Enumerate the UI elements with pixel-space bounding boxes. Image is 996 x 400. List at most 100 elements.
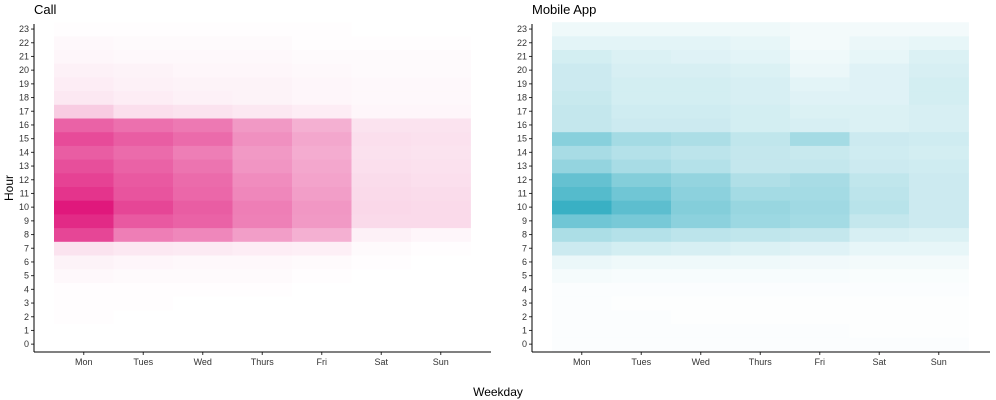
mobile-app-cell-fri-hour-15 bbox=[790, 131, 850, 146]
mobile-app-y-tick-label-14: 14 bbox=[517, 147, 527, 157]
mobile-app-cell-wed-hour-16 bbox=[671, 118, 731, 133]
call-cell-fri-hour-6 bbox=[292, 255, 352, 270]
call-cell-sun-hour-20 bbox=[411, 63, 471, 78]
call-y-tick-label-15: 15 bbox=[19, 134, 29, 144]
call-cell-tues-hour-22 bbox=[113, 35, 174, 50]
call-y-tick-label-18: 18 bbox=[19, 93, 29, 103]
call-cell-sun-hour-12 bbox=[411, 172, 471, 187]
mobile-app-cell-tues-hour-2 bbox=[611, 309, 672, 324]
call-cell-tues-hour-12 bbox=[113, 172, 174, 187]
call-y-tick-label-10: 10 bbox=[19, 202, 29, 212]
mobile-app-cell-fri-hour-1 bbox=[790, 323, 850, 338]
mobile-app-cell-wed-hour-17 bbox=[671, 104, 731, 119]
mobile-app-cell-mon-hour-23 bbox=[552, 22, 612, 37]
call-cell-fri-hour-1 bbox=[292, 323, 352, 338]
mobile-app-y-tick-label-19: 19 bbox=[517, 79, 527, 89]
mobile-app-cell-wed-hour-13 bbox=[671, 159, 731, 174]
mobile-app-cell-thurs-hour-16 bbox=[730, 118, 791, 133]
mobile-app-cell-mon-hour-7 bbox=[552, 241, 612, 256]
mobile-app-x-tick-label-wed: Wed bbox=[692, 357, 710, 367]
mobile-app-cell-tues-hour-22 bbox=[611, 35, 672, 50]
call-cell-mon-hour-18 bbox=[54, 90, 114, 105]
call-cell-wed-hour-21 bbox=[173, 49, 233, 64]
mobile-app-panel-title: Mobile App bbox=[532, 2, 596, 17]
call-cell-sat-hour-2 bbox=[351, 309, 412, 324]
call-cell-tues-hour-20 bbox=[113, 63, 174, 78]
mobile-app-cell-sun-hour-20 bbox=[909, 63, 969, 78]
mobile-app-cell-thurs-hour-3 bbox=[730, 296, 791, 311]
mobile-app-cell-thurs-hour-8 bbox=[730, 227, 791, 242]
mobile-app-y-tick-label-3: 3 bbox=[522, 298, 527, 308]
call-cell-sun-hour-1 bbox=[411, 323, 471, 338]
call-cell-tues-hour-23 bbox=[113, 22, 174, 37]
mobile-app-cell-mon-hour-13 bbox=[552, 159, 612, 174]
mobile-app-cell-thurs-hour-23 bbox=[730, 22, 791, 37]
call-cell-thurs-hour-9 bbox=[232, 214, 293, 229]
call-y-tick-label-8: 8 bbox=[24, 230, 29, 240]
mobile-app-cell-tues-hour-12 bbox=[611, 172, 672, 187]
mobile-app-cell-sat-hour-15 bbox=[849, 131, 910, 146]
mobile-app-cell-sun-hour-22 bbox=[909, 35, 969, 50]
mobile-app-cell-sat-hour-10 bbox=[849, 200, 910, 215]
call-cell-sun-hour-18 bbox=[411, 90, 471, 105]
call-cell-tues-hour-13 bbox=[113, 159, 174, 174]
mobile-app-cell-wed-hour-15 bbox=[671, 131, 731, 146]
mobile-app-cell-tues-hour-8 bbox=[611, 227, 672, 242]
mobile-app-cell-fri-hour-0 bbox=[790, 337, 850, 352]
call-cell-tues-hour-6 bbox=[113, 255, 174, 270]
call-cell-mon-hour-1 bbox=[54, 323, 114, 338]
mobile-app-cell-sat-hour-6 bbox=[849, 255, 910, 270]
mobile-app-cell-wed-hour-5 bbox=[671, 268, 731, 283]
call-y-tick-label-23: 23 bbox=[19, 24, 29, 34]
call-cell-fri-hour-19 bbox=[292, 77, 352, 92]
call-cell-wed-hour-7 bbox=[173, 241, 233, 256]
call-cell-thurs-hour-19 bbox=[232, 77, 293, 92]
mobile-app-cell-fri-hour-16 bbox=[790, 118, 850, 133]
call-cell-sun-hour-22 bbox=[411, 35, 471, 50]
call-cell-tues-hour-5 bbox=[113, 268, 174, 283]
call-cell-tues-hour-7 bbox=[113, 241, 174, 256]
mobile-app-y-tick-label-0: 0 bbox=[522, 339, 527, 349]
mobile-app-cell-sat-hour-9 bbox=[849, 214, 910, 229]
call-y-tick-label-16: 16 bbox=[19, 120, 29, 130]
call-cell-tues-hour-4 bbox=[113, 282, 174, 297]
call-x-tick-label-sat: Sat bbox=[374, 357, 388, 367]
mobile-app-cell-mon-hour-6 bbox=[552, 255, 612, 270]
call-y-tick-label-4: 4 bbox=[24, 284, 29, 294]
call-cell-wed-hour-0 bbox=[173, 337, 233, 352]
call-cell-tues-hour-2 bbox=[113, 309, 174, 324]
mobile-app-cell-thurs-hour-19 bbox=[730, 77, 791, 92]
call-cell-wed-hour-12 bbox=[173, 172, 233, 187]
call-y-tick-label-7: 7 bbox=[24, 243, 29, 253]
mobile-app-cell-thurs-hour-13 bbox=[730, 159, 791, 174]
call-cell-fri-hour-11 bbox=[292, 186, 352, 201]
mobile-app-cell-wed-hour-6 bbox=[671, 255, 731, 270]
mobile-app-cell-sun-hour-3 bbox=[909, 296, 969, 311]
mobile-app-cell-tues-hour-7 bbox=[611, 241, 672, 256]
mobile-app-cell-sun-hour-21 bbox=[909, 49, 969, 64]
mobile-app-cell-mon-hour-3 bbox=[552, 296, 612, 311]
mobile-app-cell-sun-hour-12 bbox=[909, 172, 969, 187]
call-cell-fri-hour-2 bbox=[292, 309, 352, 324]
call-cell-sat-hour-9 bbox=[351, 214, 412, 229]
call-cell-thurs-hour-22 bbox=[232, 35, 293, 50]
call-cell-mon-hour-17 bbox=[54, 104, 114, 119]
mobile-app-cell-wed-hour-2 bbox=[671, 309, 731, 324]
mobile-app-cell-wed-hour-7 bbox=[671, 241, 731, 256]
mobile-app-y-tick-label-13: 13 bbox=[517, 161, 527, 171]
call-cell-fri-hour-13 bbox=[292, 159, 352, 174]
mobile-app-cell-tues-hour-9 bbox=[611, 214, 672, 229]
mobile-app-cell-sat-hour-2 bbox=[849, 309, 910, 324]
call-cell-mon-hour-19 bbox=[54, 77, 114, 92]
mobile-app-y-tick-label-17: 17 bbox=[517, 106, 527, 116]
call-cell-sat-hour-1 bbox=[351, 323, 412, 338]
call-cell-mon-hour-10 bbox=[54, 200, 114, 215]
call-cell-wed-hour-15 bbox=[173, 131, 233, 146]
mobile-app-cell-sun-hour-5 bbox=[909, 268, 969, 283]
call-cell-thurs-hour-13 bbox=[232, 159, 293, 174]
mobile-app-cell-wed-hour-20 bbox=[671, 63, 731, 78]
call-y-tick-label-13: 13 bbox=[19, 161, 29, 171]
call-cell-thurs-hour-23 bbox=[232, 22, 293, 37]
call-cell-sat-hour-10 bbox=[351, 200, 412, 215]
mobile-app-cell-tues-hour-4 bbox=[611, 282, 672, 297]
